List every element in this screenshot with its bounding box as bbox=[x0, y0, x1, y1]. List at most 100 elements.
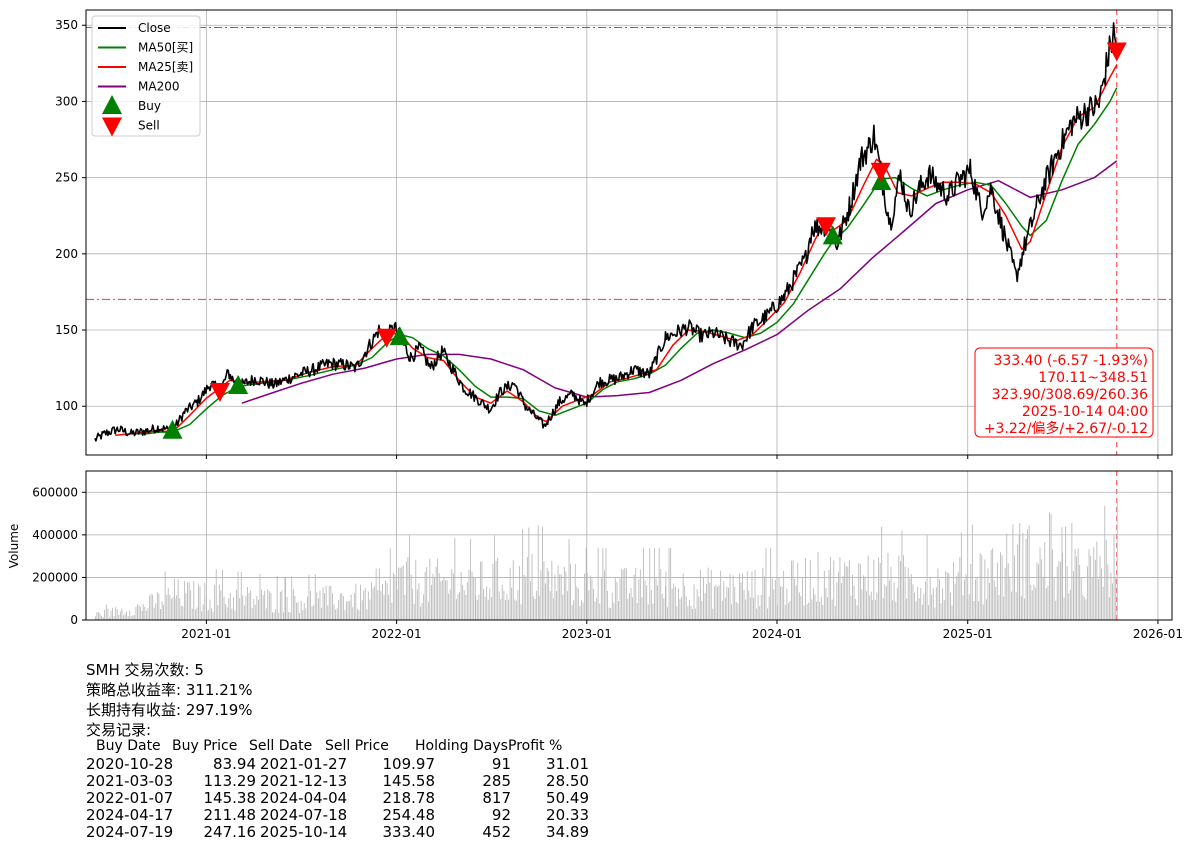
volume-bar bbox=[813, 587, 814, 620]
volume-bar bbox=[990, 550, 992, 620]
volume-bar bbox=[341, 593, 343, 620]
volume-bar bbox=[152, 594, 154, 620]
volume-bar bbox=[179, 598, 181, 620]
volume-bar bbox=[753, 597, 754, 620]
volume-bar bbox=[892, 600, 894, 620]
volume-bar bbox=[1027, 529, 1028, 620]
volume-bar bbox=[864, 576, 866, 620]
volume-bar bbox=[346, 601, 347, 620]
volume-bar bbox=[687, 605, 689, 620]
volume-bar bbox=[1083, 597, 1085, 620]
volume-bar bbox=[809, 560, 811, 620]
volume-bar bbox=[834, 606, 836, 620]
volume-bar bbox=[681, 597, 682, 620]
volume-bar bbox=[407, 557, 409, 620]
volume-bar bbox=[484, 596, 486, 620]
volume-bar bbox=[338, 600, 340, 620]
volume-bar bbox=[377, 590, 379, 620]
volume-bar bbox=[437, 558, 439, 620]
volume-y-tick-label: 200000 bbox=[32, 570, 78, 584]
volume-bar bbox=[96, 612, 98, 620]
annotation-frame bbox=[974, 347, 1154, 438]
volume-bar bbox=[982, 604, 984, 620]
volume-bar bbox=[94, 616, 96, 620]
volume-bar bbox=[567, 591, 568, 620]
volume-y-tick-label: 0 bbox=[70, 613, 78, 627]
volume-bar bbox=[386, 582, 388, 620]
trade-cell-buy-date: 2024-04-17 bbox=[86, 806, 174, 824]
volume-bar bbox=[937, 568, 939, 620]
volume-bar bbox=[1113, 534, 1115, 620]
volume-x-tick-label: 2022-01 bbox=[372, 627, 422, 641]
volume-bar bbox=[500, 599, 502, 620]
volume-bar bbox=[130, 616, 132, 620]
volume-bar bbox=[959, 556, 961, 620]
volume-bar bbox=[554, 574, 556, 620]
volume-bar bbox=[1056, 566, 1058, 620]
volume-bar bbox=[783, 570, 785, 620]
legend-frame bbox=[91, 15, 201, 137]
volume-bar bbox=[520, 604, 522, 620]
volume-bar bbox=[286, 596, 288, 620]
volume-bar bbox=[805, 558, 806, 620]
volume-bar bbox=[828, 570, 830, 620]
volume-bar bbox=[514, 599, 516, 620]
volume-bar bbox=[715, 584, 717, 620]
volume-bar bbox=[646, 585, 648, 620]
volume-bar bbox=[540, 570, 542, 620]
volume-bar bbox=[989, 583, 990, 620]
volume-bar bbox=[957, 572, 959, 620]
volume-bar bbox=[494, 535, 495, 620]
volume-bar bbox=[118, 614, 120, 620]
volume-bar bbox=[667, 607, 668, 620]
volume-bar bbox=[670, 548, 672, 620]
volume-bar bbox=[1080, 578, 1082, 620]
sell-marker bbox=[376, 328, 397, 348]
volume-bar bbox=[855, 598, 857, 620]
volume-bar bbox=[839, 557, 841, 620]
volume-bar bbox=[153, 607, 155, 620]
volume-bar bbox=[754, 570, 756, 620]
volume-bar bbox=[1061, 527, 1063, 620]
volume-bar bbox=[717, 586, 718, 620]
volume-bar bbox=[107, 608, 109, 620]
volume-bar bbox=[589, 575, 591, 620]
volume-bar bbox=[399, 567, 401, 620]
volume-bar bbox=[745, 599, 747, 620]
volume-bar bbox=[328, 586, 330, 620]
volume-bar bbox=[332, 593, 333, 620]
volume-bar bbox=[523, 574, 525, 620]
volume-bar bbox=[187, 581, 188, 620]
volume-bar bbox=[998, 595, 1000, 620]
trade-cell-sell-date: 2025-10-14 bbox=[260, 823, 348, 841]
volume-bar bbox=[1024, 598, 1025, 620]
volume-bar bbox=[406, 561, 407, 620]
volume-bar bbox=[245, 595, 247, 620]
volume-bar bbox=[253, 599, 255, 620]
volume-bar bbox=[264, 590, 266, 620]
volume-bar bbox=[684, 585, 686, 620]
volume-bar bbox=[707, 567, 709, 620]
volume-bar bbox=[720, 570, 722, 620]
volume-bar bbox=[993, 580, 995, 620]
volume-bar bbox=[193, 581, 195, 620]
trade-cell-sell-price: 145.58 bbox=[382, 772, 436, 790]
volume-bar bbox=[161, 601, 163, 620]
volume-bar bbox=[242, 595, 244, 620]
volume-bar bbox=[975, 579, 976, 620]
volume-bar bbox=[206, 610, 208, 620]
volume-bar bbox=[1003, 596, 1005, 620]
volume-bar bbox=[228, 598, 230, 620]
volume-bar bbox=[940, 603, 942, 620]
volume-bar bbox=[870, 591, 872, 620]
volume-bar bbox=[746, 570, 748, 620]
volume-bar bbox=[508, 599, 509, 620]
volume-bar bbox=[1091, 577, 1093, 620]
volume-bar bbox=[784, 604, 786, 620]
volume-bar bbox=[808, 602, 810, 620]
volume-bar bbox=[372, 588, 374, 620]
volume-bar bbox=[506, 594, 508, 620]
trade-cell-profit: 50.49 bbox=[546, 789, 589, 807]
volume-bar bbox=[528, 527, 530, 620]
volume-bar bbox=[836, 582, 838, 620]
